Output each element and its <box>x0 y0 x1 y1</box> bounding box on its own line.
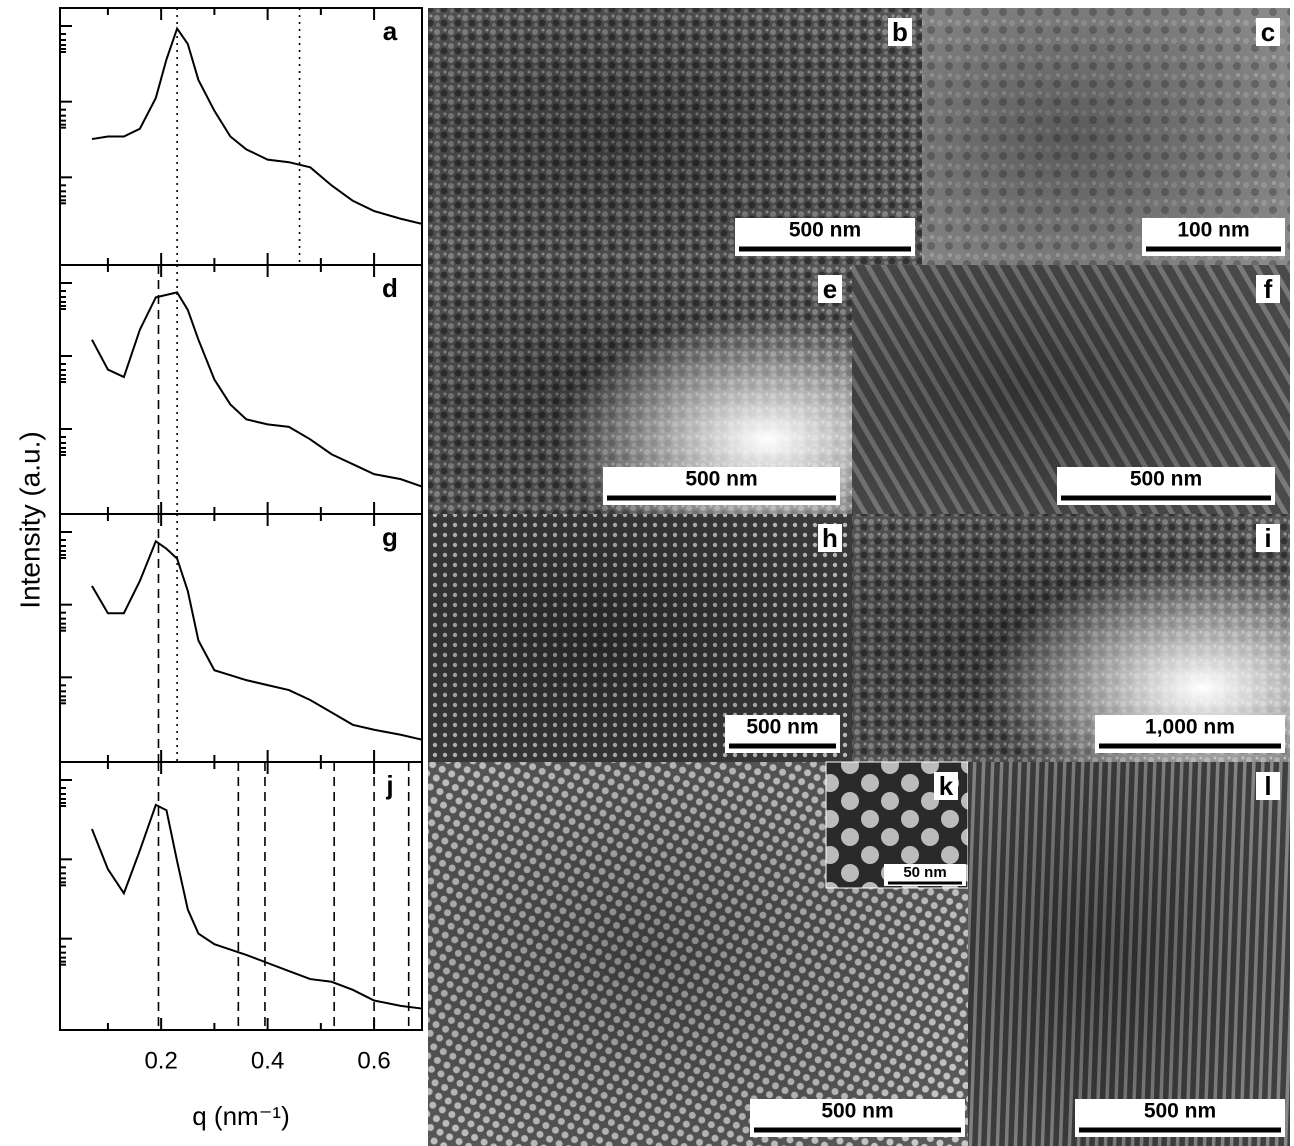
scale-label: 100 nm <box>1177 219 1249 242</box>
image-label: f <box>1264 274 1273 304</box>
scale-label: 1,000 nm <box>1145 716 1235 739</box>
y-axis-label: Intensity (a.u.) <box>14 431 45 608</box>
scale-label: 500 nm <box>685 468 757 491</box>
image-label: i <box>1264 523 1271 553</box>
micrograph: h 500 nm <box>428 514 852 762</box>
curve <box>92 805 422 1009</box>
micrograph: c 100 nm <box>922 8 1290 265</box>
image-shade <box>968 762 1290 1146</box>
scale-label: 500 nm <box>1130 468 1202 491</box>
axes-frame <box>60 762 422 1030</box>
plot-panel: a <box>60 8 422 265</box>
page: {"ylabel": "Intensity (a.u.)", "chart_da… <box>0 0 1294 1146</box>
panel-label: j <box>385 770 393 800</box>
plot-panel: 0.2 0.4 0.6 j q (nm⁻¹) <box>60 762 422 1131</box>
figure: Intensity (a.u.) a d g 0.2 0.4 0.6 j q (nm⁻¹) b 5… <box>0 0 1294 1146</box>
curve <box>92 541 422 739</box>
micrograph: e 500 nm <box>428 265 852 514</box>
inset-scale-label: 50 nm <box>903 864 946 881</box>
image-label: e <box>823 274 837 304</box>
image-label: k <box>939 771 954 801</box>
curve <box>92 29 422 224</box>
plot-panel: g <box>60 514 422 762</box>
micrograph: b 500 nm <box>428 8 922 265</box>
image-label: c <box>1261 17 1275 47</box>
x-tick-label: 0.2 <box>144 1047 177 1074</box>
scale-label: 500 nm <box>1144 1100 1216 1123</box>
image-label: b <box>892 17 908 47</box>
scale-label: 500 nm <box>746 716 818 739</box>
micrograph: i 1,000 nm <box>852 514 1290 762</box>
x-tick-label: 0.4 <box>251 1047 284 1074</box>
micrograph: l 500 nm <box>968 762 1290 1146</box>
scale-label: 500 nm <box>821 1100 893 1123</box>
plot-panel: d <box>60 265 422 514</box>
image-label: h <box>822 523 838 553</box>
image-label: l <box>1264 771 1271 801</box>
panel-label: a <box>383 16 398 46</box>
panel-label: g <box>382 522 398 552</box>
panel-label: d <box>382 273 398 303</box>
axes-frame <box>60 265 422 514</box>
x-axis-label: q (nm⁻¹) <box>192 1101 290 1131</box>
micrograph: f 500 nm <box>852 265 1290 514</box>
curve <box>92 292 422 486</box>
micrograph: 50 nm k 500 nm <box>428 762 968 1146</box>
x-tick-label: 0.6 <box>357 1047 390 1074</box>
scale-label: 500 nm <box>789 219 861 242</box>
axes-frame <box>60 514 422 762</box>
